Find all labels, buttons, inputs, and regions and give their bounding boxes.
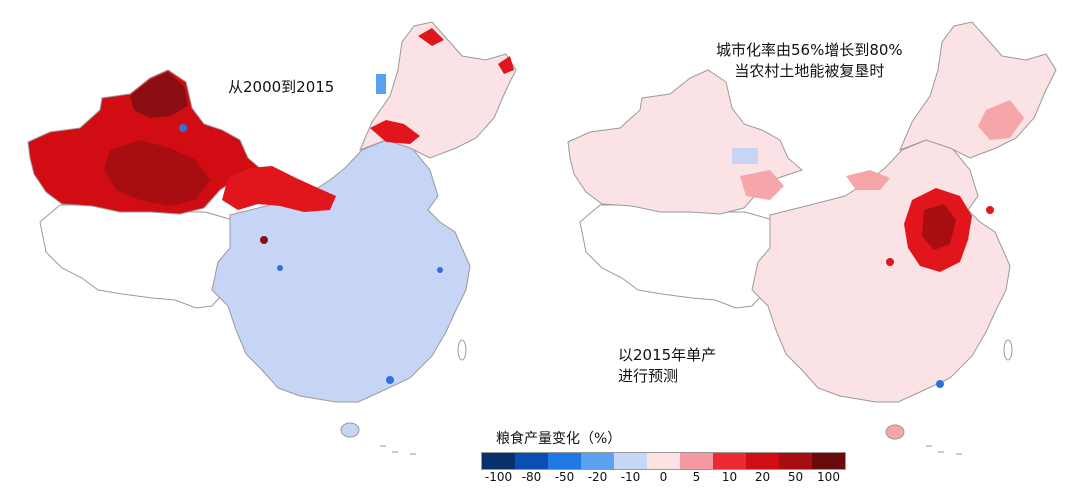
- legend-tick-label: -100: [484, 470, 513, 484]
- right-map-hainan-island: [885, 424, 905, 440]
- left-map-taiwan-island: [457, 339, 467, 361]
- left-map-dark-spot: [260, 236, 268, 244]
- legend-swatch: [647, 453, 680, 469]
- right-map-method-line1: 以2015年单产: [618, 346, 717, 364]
- right-map-blue-spot: [936, 380, 944, 388]
- left-map-xinjiang-dark-core: [104, 140, 210, 206]
- right-map-gansu-light-red: [740, 170, 784, 200]
- legend-swatch: [779, 453, 812, 469]
- right-map-north-plain-core: [922, 204, 956, 250]
- left-map-blue-spot: [179, 124, 187, 132]
- left-map-northeast-top-red: [418, 28, 444, 46]
- left-map-south-sea-dashes: [380, 445, 416, 455]
- left-map-blue-lake: [376, 74, 386, 94]
- right-map-method-line2: 进行预测: [618, 367, 679, 385]
- right-map-northeast-region: [899, 21, 1057, 159]
- legend-title: 粮食产量变化（%）: [496, 431, 622, 447]
- legend-tick-label: 5: [692, 470, 701, 484]
- legend-tick-label: -80: [521, 470, 542, 484]
- right-map-scenario-annotation: 城市化率由56%增长到80% 当农村土地能被复垦时: [716, 40, 903, 82]
- left-map-xinjiang-north-dark: [130, 72, 188, 118]
- left-map-blue-spot-3: [437, 267, 443, 273]
- legend-swatch: [581, 453, 614, 469]
- legend-tick-label: 20: [754, 470, 771, 484]
- left-map-northeast-red-patch: [370, 120, 420, 144]
- right-map-scenario-line2: 当农村土地能被复垦时: [734, 62, 885, 80]
- legend-swatch: [515, 453, 548, 469]
- left-map-gansu-band: [222, 166, 336, 212]
- right-map-inner-mongolia-light-red: [846, 170, 890, 190]
- legend-swatch: [548, 453, 581, 469]
- right-map-blue-patch: [732, 148, 758, 164]
- left-map-blue-spot-2: [386, 376, 394, 384]
- right-map-south-sea-dashes: [926, 445, 962, 455]
- legend-swatch: [482, 453, 515, 469]
- legend-tick-label: 100: [817, 470, 840, 484]
- legend-tick-label: -10: [620, 470, 641, 484]
- right-map-scenario-line1: 城市化率由56%增长到80%: [716, 41, 903, 59]
- left-map-blue-spot-4: [277, 265, 283, 271]
- legend-swatch: [713, 453, 746, 469]
- legend-tick-label: 10: [721, 470, 738, 484]
- legend-tick-label: -50: [554, 470, 575, 484]
- left-china-map: [27, 21, 517, 455]
- legend-swatch: [746, 453, 779, 469]
- legend-tick-label: 50: [787, 470, 804, 484]
- legend-swatch: [680, 453, 713, 469]
- right-map-red-spot-2: [986, 206, 994, 214]
- left-map-hainan-island: [340, 422, 360, 438]
- legend-swatch: [614, 453, 647, 469]
- right-map-northeast-light-red: [978, 100, 1024, 140]
- right-map-method-annotation: 以2015年单产 进行预测: [618, 345, 716, 387]
- right-china-map: [567, 21, 1057, 455]
- legend-tick-labels: -100 -80 -50 -20 -10 0 5 10 20 50 100: [481, 470, 861, 488]
- legend-color-bar: [481, 452, 846, 470]
- left-map-northeast-right-red: [498, 56, 514, 74]
- right-map-red-spot: [886, 258, 894, 266]
- legend-swatch: [812, 453, 845, 469]
- legend-tick-label: 0: [659, 470, 668, 484]
- left-map-annotation: 从2000到2015: [228, 78, 335, 96]
- legend-tick-label: -20: [587, 470, 608, 484]
- right-map-taiwan-island: [1003, 339, 1013, 361]
